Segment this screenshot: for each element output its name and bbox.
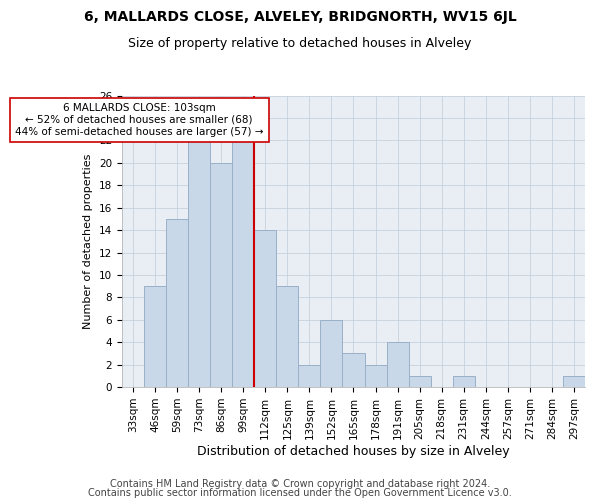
Bar [166, 219, 188, 387]
Bar [386, 342, 409, 387]
Text: Contains HM Land Registry data © Crown copyright and database right 2024.: Contains HM Land Registry data © Crown c… [110, 479, 490, 489]
Text: 6 MALLARDS CLOSE: 103sqm
← 52% of detached houses are smaller (68)
44% of semi-d: 6 MALLARDS CLOSE: 103sqm ← 52% of detach… [15, 104, 263, 136]
Bar [320, 320, 343, 387]
X-axis label: Distribution of detached houses by size in Alveley: Distribution of detached houses by size … [197, 444, 510, 458]
Bar [365, 364, 386, 387]
Text: Contains public sector information licensed under the Open Government Licence v3: Contains public sector information licen… [88, 488, 512, 498]
Bar [277, 286, 298, 387]
Bar [409, 376, 431, 387]
Bar [563, 376, 585, 387]
Bar [144, 286, 166, 387]
Bar [298, 364, 320, 387]
Bar [210, 163, 232, 387]
Bar [254, 230, 277, 387]
Text: 6, MALLARDS CLOSE, ALVELEY, BRIDGNORTH, WV15 6JL: 6, MALLARDS CLOSE, ALVELEY, BRIDGNORTH, … [83, 10, 517, 24]
Bar [453, 376, 475, 387]
Bar [232, 140, 254, 387]
Y-axis label: Number of detached properties: Number of detached properties [83, 154, 94, 329]
Bar [188, 140, 210, 387]
Text: Size of property relative to detached houses in Alveley: Size of property relative to detached ho… [128, 38, 472, 51]
Bar [343, 354, 365, 387]
